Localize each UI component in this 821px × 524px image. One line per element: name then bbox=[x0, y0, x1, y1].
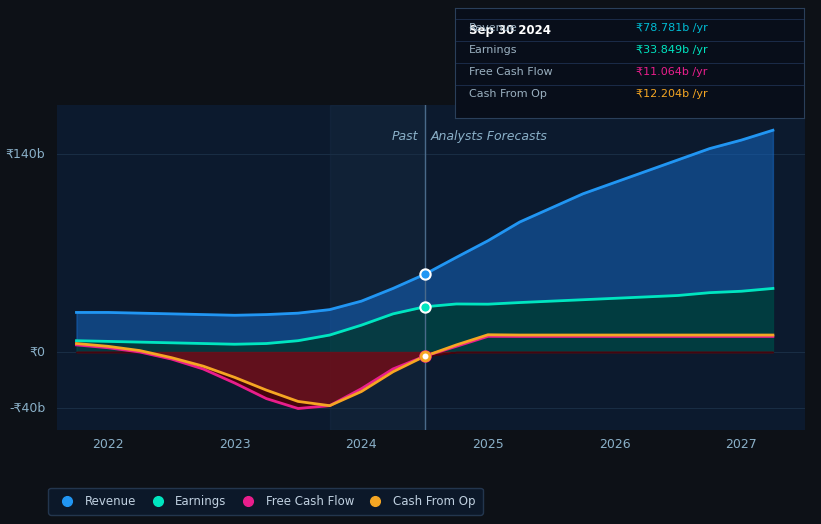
Legend: Revenue, Earnings, Free Cash Flow, Cash From Op: Revenue, Earnings, Free Cash Flow, Cash … bbox=[48, 487, 483, 515]
Point bbox=[418, 352, 431, 361]
Text: ₹11.064b /yr: ₹11.064b /yr bbox=[636, 67, 708, 77]
Text: Cash From Op: Cash From Op bbox=[469, 89, 547, 99]
Text: ₹0: ₹0 bbox=[30, 345, 45, 358]
Point bbox=[418, 352, 431, 361]
Text: ₹33.849b /yr: ₹33.849b /yr bbox=[636, 45, 708, 55]
Text: Free Cash Flow: Free Cash Flow bbox=[469, 67, 553, 77]
Text: ₹78.781b /yr: ₹78.781b /yr bbox=[636, 23, 708, 33]
Text: ₹12.204b /yr: ₹12.204b /yr bbox=[636, 89, 708, 99]
Text: ₹140b: ₹140b bbox=[6, 148, 45, 161]
Text: Past: Past bbox=[392, 130, 419, 143]
Text: Sep 30 2024: Sep 30 2024 bbox=[469, 24, 551, 37]
Point bbox=[418, 270, 431, 278]
Point bbox=[418, 302, 431, 311]
Text: Analysts Forecasts: Analysts Forecasts bbox=[431, 130, 548, 143]
Bar bbox=[330, 105, 424, 430]
Text: Earnings: Earnings bbox=[469, 45, 517, 55]
Text: -₹40b: -₹40b bbox=[9, 402, 45, 415]
Text: Revenue: Revenue bbox=[469, 23, 517, 33]
